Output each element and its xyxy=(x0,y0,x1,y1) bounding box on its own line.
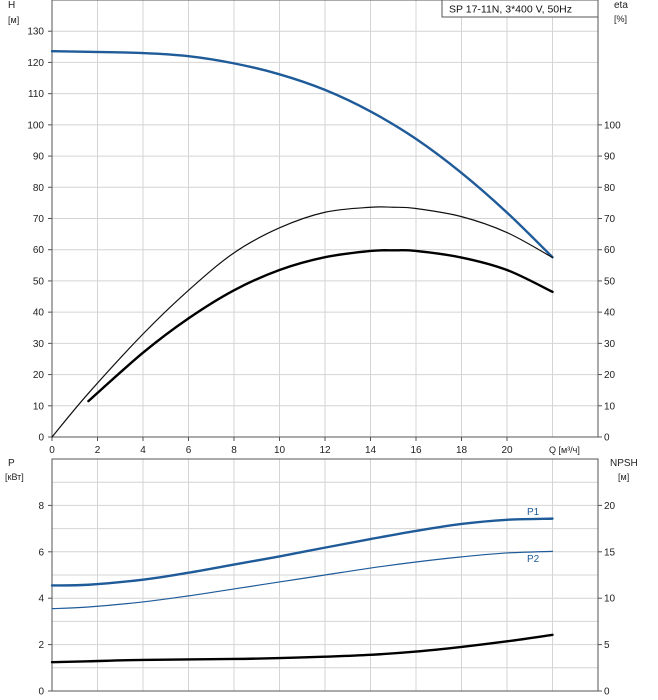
top-right-tick-labels: 0 10 20 30 40 50 60 70 80 90 100 xyxy=(598,120,621,444)
x-axis-tick-label: 14 xyxy=(365,445,377,456)
top-left-tick-label: 100 xyxy=(27,120,44,131)
bottom-left-tick-labels: 0 2 4 6 8 xyxy=(38,501,52,698)
top-left-tick-label: 110 xyxy=(28,89,44,100)
top-left-tick-label: 20 xyxy=(33,370,45,381)
x-axis-tick-label: 0 xyxy=(49,445,55,456)
top-right-tick-label: 20 xyxy=(604,370,616,381)
x-axis-tick-labels: 0 2 4 6 8 10 12 14 16 18 20 xyxy=(49,437,513,456)
bottom-right-tick-label: 5 xyxy=(604,640,610,651)
top-left-tick-label: 80 xyxy=(33,183,45,194)
top-right-tick-label: 30 xyxy=(604,339,616,350)
top-right-tick-label: 90 xyxy=(604,152,616,163)
top-chart-curves xyxy=(50,49,554,438)
bottom-left-axis-unit: [кВт] xyxy=(5,472,24,482)
top-right-tick-label: 40 xyxy=(604,308,616,319)
total-efficiency-curve xyxy=(87,249,554,403)
x-axis-tick-label: 8 xyxy=(231,445,237,456)
top-right-tick-label: 70 xyxy=(604,214,616,225)
chart-title: SP 17-11N, 3*400 V, 50Hz xyxy=(449,4,572,16)
bottom-left-tick-label: 6 xyxy=(38,547,44,558)
bottom-left-tick-label: 4 xyxy=(38,594,44,605)
bottom-left-axis-label: P xyxy=(8,458,15,469)
top-right-tick-label: 100 xyxy=(604,120,621,131)
bottom-right-tick-label: 15 xyxy=(604,547,616,558)
top-right-tick-label: 0 xyxy=(604,433,610,444)
bottom-right-axis-unit: [м] xyxy=(618,472,629,482)
x-axis-tick-label: 6 xyxy=(186,445,192,456)
bottom-chart-curves xyxy=(50,517,554,664)
bottom-left-tick-label: 2 xyxy=(38,640,44,651)
x-axis-tick-label: 10 xyxy=(274,445,286,456)
bottom-right-tick-label: 0 xyxy=(604,687,610,698)
x-axis-tick-label: 16 xyxy=(410,445,422,456)
top-left-axis-label: H xyxy=(8,0,15,11)
bottom-right-tick-label: 10 xyxy=(604,594,616,605)
top-left-tick-label: 30 xyxy=(33,339,45,350)
top-left-tick-label: 90 xyxy=(33,152,45,163)
x-axis-tick-label: 20 xyxy=(501,445,513,456)
bottom-left-tick-label: 0 xyxy=(38,687,44,698)
p1-power-curve xyxy=(50,517,554,587)
top-right-tick-label: 10 xyxy=(604,401,616,412)
top-left-tick-label: 0 xyxy=(38,433,44,444)
title-box xyxy=(441,0,599,18)
series-label-p1: P1 xyxy=(527,507,540,518)
bottom-right-axis-label: NPSH xyxy=(610,458,638,469)
top-right-axis-unit: [%] xyxy=(614,14,627,24)
bottom-right-tick-label: 20 xyxy=(604,501,616,512)
top-right-tick-label: 60 xyxy=(604,245,616,256)
top-left-tick-label: 70 xyxy=(33,214,45,225)
top-chart-grid xyxy=(52,0,598,437)
x-axis-tick-label: 12 xyxy=(319,445,331,456)
bottom-left-tick-label: 8 xyxy=(38,501,44,512)
top-left-tick-label: 40 xyxy=(33,308,45,319)
x-axis-tick-label: 2 xyxy=(95,445,101,456)
top-left-tick-label: 10 xyxy=(33,401,45,412)
x-axis-tick-label: 18 xyxy=(456,445,468,456)
pump-efficiency-curve xyxy=(51,206,554,438)
x-axis-label: Q [м³/ч] xyxy=(549,445,580,455)
bottom-right-tick-labels: 0 5 10 15 20 xyxy=(598,501,616,698)
series-label-p2: P2 xyxy=(527,554,540,565)
top-right-tick-label: 50 xyxy=(604,276,616,287)
head-curve xyxy=(50,49,554,259)
top-left-tick-label: 120 xyxy=(27,58,44,69)
top-right-axis-label: eta xyxy=(614,0,628,11)
top-left-tick-labels: 0 10 20 30 40 50 60 70 80 90 100 110 120 130 xyxy=(27,27,52,444)
bottom-chart-frame xyxy=(51,458,599,692)
top-right-tick-label: 80 xyxy=(604,183,616,194)
x-axis-tick-label: 4 xyxy=(140,445,146,456)
top-left-axis-unit: [м] xyxy=(8,15,19,25)
top-left-tick-label: 50 xyxy=(33,276,45,287)
top-left-tick-label: 130 xyxy=(27,27,44,38)
npsh-curve xyxy=(50,633,554,664)
top-left-tick-label: 60 xyxy=(33,245,45,256)
p2-power-curve xyxy=(51,550,554,610)
